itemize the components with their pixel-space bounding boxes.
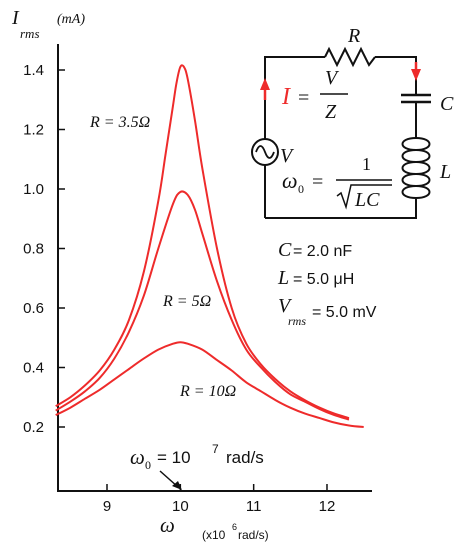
series-line-1 bbox=[55, 64, 350, 420]
wire-top-right bbox=[375, 56, 417, 95]
inductor-icon bbox=[401, 137, 431, 208]
omega0-symbol: ω bbox=[282, 168, 298, 193]
current-equals: = bbox=[298, 87, 309, 109]
annotation-exponent: 7 bbox=[212, 442, 219, 456]
sine-wave-icon bbox=[255, 145, 275, 159]
current-numerator: V bbox=[325, 67, 340, 89]
label-r-5: R = 5Ω bbox=[162, 293, 211, 310]
x-tick-label: 12 bbox=[319, 498, 336, 515]
wire-bottom bbox=[265, 208, 417, 219]
omega0-subscript: 0 bbox=[298, 182, 304, 196]
x-tick-label: 9 bbox=[103, 498, 111, 515]
param-v-subscript: rms bbox=[288, 314, 306, 328]
resonance-annotation: ω 0 = 10 7 rad/s bbox=[130, 442, 264, 490]
omega0-equals: = bbox=[312, 171, 323, 193]
y-tick-label: 0.4 bbox=[23, 360, 44, 377]
annotation-arrow-head bbox=[172, 481, 182, 490]
inductor-label: L bbox=[439, 161, 451, 183]
current-denominator: Z bbox=[325, 101, 337, 123]
y-tick-label: 1.4 bbox=[23, 62, 44, 79]
y-tick-label: 1.0 bbox=[23, 181, 44, 198]
capacitor-label: C bbox=[440, 93, 454, 115]
x-tick-label: 11 bbox=[246, 498, 262, 515]
x-axis-unit-suffix: rad/s) bbox=[238, 528, 269, 542]
annotation-value: = 10 bbox=[157, 448, 191, 467]
param-c-value: = 2.0 nF bbox=[293, 243, 352, 260]
x-axis-symbol: ω bbox=[160, 513, 175, 537]
resistor-label: R bbox=[347, 25, 360, 47]
omega0-numerator: 1 bbox=[362, 154, 371, 174]
axis-ticks: 9 10 11 12 0.2 0.4 0.6 0.8 1.0 1.2 1.4 bbox=[23, 62, 335, 515]
x-axis-unit-prefix: (x10 bbox=[202, 528, 226, 542]
series-line-3 bbox=[55, 341, 364, 428]
current-arrow-up-icon bbox=[260, 78, 270, 90]
current-symbol: I bbox=[281, 84, 291, 110]
x-tick-label: 10 bbox=[172, 498, 189, 515]
param-v-symbol: V bbox=[278, 295, 293, 317]
label-r-10: R = 10Ω bbox=[179, 383, 236, 400]
resistor-icon bbox=[324, 46, 376, 68]
y-tick-label: 0.8 bbox=[23, 241, 44, 258]
y-tick-label: 0.2 bbox=[23, 419, 44, 436]
label-r-3-5: R = 3.5Ω bbox=[89, 114, 150, 131]
param-l-value: = 5.0 μH bbox=[293, 271, 354, 288]
y-axis-subscript: rms bbox=[20, 26, 40, 41]
omega0-denominator: LC bbox=[354, 189, 380, 211]
wire-top-left bbox=[264, 56, 325, 142]
x-axis-unit-exponent: 6 bbox=[232, 522, 237, 532]
param-c-symbol: C bbox=[278, 239, 292, 261]
annotation-omega-sub: 0 bbox=[145, 458, 151, 472]
y-axis-unit: (mA) bbox=[57, 12, 85, 27]
y-axis-symbol: I bbox=[11, 7, 20, 29]
y-tick-label: 0.6 bbox=[23, 300, 44, 317]
sqrt-icon bbox=[336, 184, 392, 210]
y-axis-title: I rms (mA) bbox=[11, 7, 85, 41]
param-v-value: = 5.0 mV bbox=[312, 304, 377, 321]
y-tick-label: 1.2 bbox=[23, 122, 44, 139]
current-arrow-down-icon bbox=[411, 69, 421, 81]
plot-curves bbox=[55, 64, 364, 428]
annotation-unit: rad/s bbox=[226, 448, 264, 467]
source-label: V bbox=[280, 145, 295, 167]
series-line-2 bbox=[55, 190, 350, 421]
x-axis-title: ω (x10 6 rad/s) bbox=[160, 513, 269, 542]
annotation-omega: ω bbox=[130, 445, 145, 469]
param-l-symbol: L bbox=[277, 267, 289, 289]
parameter-list: C = 2.0 nF L = 5.0 μH V rms = 5.0 mV bbox=[277, 239, 377, 328]
series-rlc-circuit: R C L V I = V Z ω 0 = 1 LC bbox=[251, 25, 454, 219]
